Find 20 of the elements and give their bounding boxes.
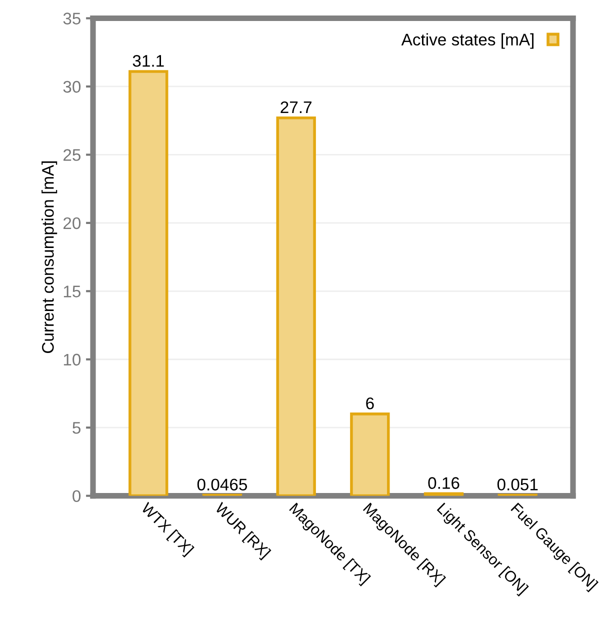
text: 0.16 <box>428 477 460 489</box>
y-tick-label: 25 <box>63 149 80 161</box>
text: 27.7 <box>280 101 312 114</box>
y-axis-title: Current consumption [mA] <box>42 161 58 353</box>
text: 0.0465 <box>197 478 248 490</box>
y-tick-label: 30 <box>63 80 81 93</box>
y-tick-label: 10 <box>64 354 81 366</box>
y-tick-label: 15 <box>64 286 80 298</box>
legend-label: Active states [mA] <box>401 33 534 49</box>
y-tick-label: 5 <box>72 422 80 434</box>
bar <box>276 116 316 496</box>
y-tick-label: 0 <box>72 490 81 502</box>
y-tick-label: 35 <box>63 12 80 24</box>
text: 31.1 <box>132 54 164 67</box>
bar <box>128 70 168 496</box>
y-tick-label: 20 <box>63 217 81 230</box>
text: 0.051 <box>497 478 538 490</box>
bar <box>424 492 464 496</box>
text: 6 <box>366 397 374 410</box>
bar <box>350 412 390 496</box>
